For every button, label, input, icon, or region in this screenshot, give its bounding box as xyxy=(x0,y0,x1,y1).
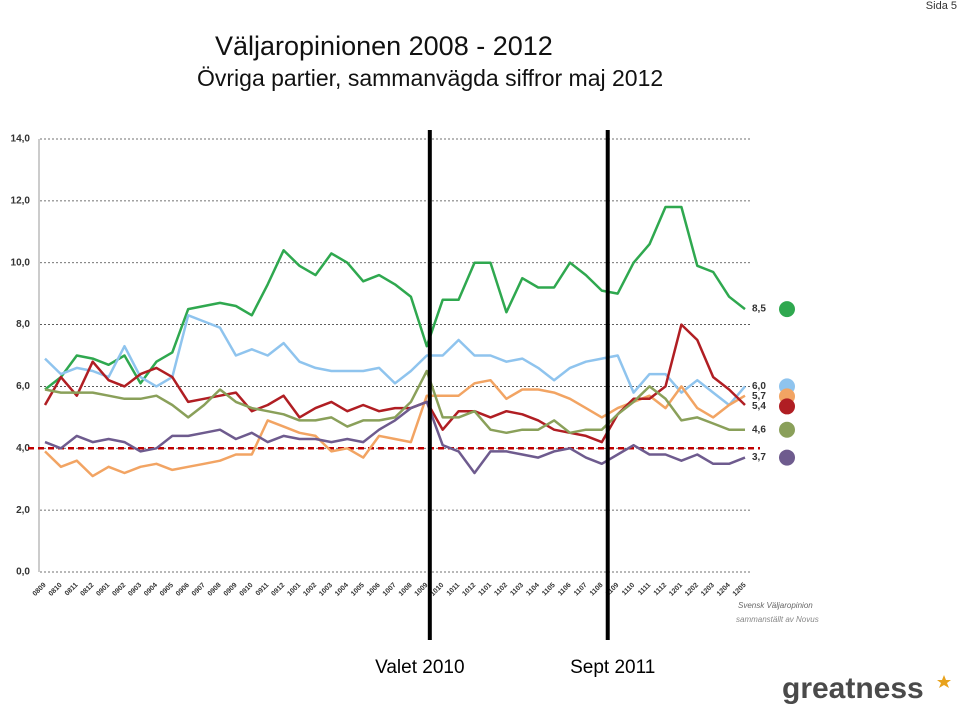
x-tick-label: 1104 xyxy=(525,582,541,598)
x-tick-label: 1112 xyxy=(653,582,668,597)
end-label: 5,4 xyxy=(752,401,766,412)
x-tick-label: 1106 xyxy=(557,582,573,598)
x-tick-label: 1007 xyxy=(382,582,398,598)
party-icon xyxy=(779,301,795,318)
x-tick-label: 1204 xyxy=(716,582,732,598)
x-tick-label: 1005 xyxy=(350,582,366,598)
y-tick-label: 6,0 xyxy=(16,381,30,392)
y-tick-label: 12,0 xyxy=(11,195,31,206)
x-tick-label: 1108 xyxy=(589,582,605,598)
page-number: Sida 5 xyxy=(926,0,957,12)
series-line xyxy=(44,205,746,391)
x-tick-label: 1105 xyxy=(541,582,557,598)
y-tick-label: 4,0 xyxy=(16,443,30,454)
end-label: 8,5 xyxy=(752,304,766,315)
chart-title: Väljaropinionen 2008 - 2012 xyxy=(215,31,553,61)
party-icon xyxy=(779,421,795,438)
marker-label: Valet 2010 xyxy=(375,657,464,678)
series-line xyxy=(44,369,745,435)
x-tick-label: 0906 xyxy=(175,582,191,598)
x-tick-label: 0910 xyxy=(239,582,255,598)
x-tick-label: 0902 xyxy=(111,582,127,598)
series-line xyxy=(44,400,746,475)
end-label: 3,7 xyxy=(752,452,766,463)
logo: greatness xyxy=(782,672,924,705)
logo-star xyxy=(937,675,951,688)
x-tick-label: 1107 xyxy=(573,582,589,598)
x-tick-label: 1203 xyxy=(700,582,716,598)
y-tick-label: 2,0 xyxy=(16,505,30,516)
x-tick-label: 1006 xyxy=(366,582,382,598)
x-tick-label: 0905 xyxy=(159,582,175,598)
y-tick-label: 0,0 xyxy=(16,567,30,578)
x-tick-label: 1205 xyxy=(732,582,748,598)
x-tick-label: 1110 xyxy=(621,582,636,597)
end-label: 5,7 xyxy=(752,391,766,402)
x-tick-label: 0811 xyxy=(64,582,80,598)
x-tick-label: 1012 xyxy=(461,582,477,598)
x-tick-label: 0810 xyxy=(48,582,64,598)
x-tick-label: 0912 xyxy=(270,582,286,598)
x-tick-label: 0904 xyxy=(143,582,159,598)
x-tick-label: 1001 xyxy=(286,582,302,598)
y-tick-label: 10,0 xyxy=(11,257,31,268)
y-tick-label: 14,0 xyxy=(11,134,31,145)
x-tick-label: 1009 xyxy=(414,582,430,598)
x-tick-label: 0911 xyxy=(255,582,271,598)
x-tick-label: 1011 xyxy=(446,582,462,598)
x-tick-label: 1008 xyxy=(398,582,414,598)
source: sammanställt av Novus xyxy=(736,615,819,624)
series-line xyxy=(43,323,746,444)
x-tick-label: 1103 xyxy=(509,582,525,598)
x-tick-label: 1202 xyxy=(684,582,700,598)
end-label: 6,0 xyxy=(752,381,766,392)
x-tick-label: 0908 xyxy=(207,582,223,598)
x-tick-label: 1003 xyxy=(318,582,334,598)
party-icon xyxy=(779,398,795,415)
end-label: 4,6 xyxy=(752,424,766,435)
x-tick-label: 1004 xyxy=(334,582,350,598)
x-tick-label: 0907 xyxy=(191,582,207,598)
x-tick-label: 0909 xyxy=(223,582,239,598)
x-tick-label: 0901 xyxy=(95,582,111,598)
x-tick-label: 1002 xyxy=(302,582,318,598)
x-tick-label: 1101 xyxy=(477,582,493,598)
x-tick-label: 0812 xyxy=(79,582,95,598)
marker-label: Sept 2011 xyxy=(570,657,655,678)
chart-subtitle: Övriga partier, sammanvägda siffror maj … xyxy=(197,65,663,91)
x-tick-label: 1010 xyxy=(429,582,445,598)
x-tick-label: 1201 xyxy=(668,582,684,598)
x-tick-label: 1102 xyxy=(493,582,509,598)
party-icon xyxy=(779,449,795,466)
x-tick-label: 0903 xyxy=(127,582,143,598)
x-tick-label: 1111 xyxy=(637,582,652,597)
x-tick-label: 0809 xyxy=(32,582,48,598)
source: Svensk Väljaropinion xyxy=(738,601,813,610)
series-line xyxy=(44,314,746,407)
y-tick-label: 8,0 xyxy=(16,319,30,330)
